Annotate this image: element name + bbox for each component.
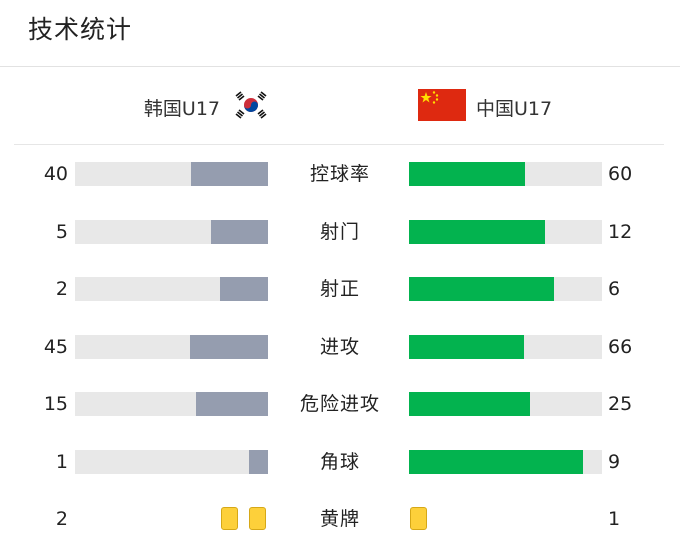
away-team: 中国U17 bbox=[418, 82, 552, 132]
away-stat-value: 12 bbox=[608, 221, 633, 243]
away-stat-bar bbox=[409, 162, 602, 186]
home-team-name: 韩国U17 bbox=[143, 97, 220, 120]
away-stat-value: 25 bbox=[608, 393, 633, 415]
away-stat-bar-fill bbox=[409, 392, 530, 416]
home-stat-bar bbox=[75, 277, 268, 301]
home-stat-value: 2 bbox=[55, 278, 68, 300]
home-stat-bar bbox=[75, 162, 268, 186]
stat-label: 射正 bbox=[319, 278, 360, 300]
away-stat-bar bbox=[409, 392, 602, 416]
away-stat-bar bbox=[409, 277, 602, 301]
home-stat-bar-fill bbox=[191, 162, 268, 186]
away-stat-value: 9 bbox=[608, 451, 621, 473]
home-stat-value: 1 bbox=[55, 451, 68, 473]
home-team: 韩国U17 bbox=[144, 82, 270, 132]
stat-row: 2 射正 6 bbox=[0, 274, 680, 304]
away-stat-bar bbox=[409, 335, 602, 359]
stat-label: 角球 bbox=[319, 451, 360, 473]
yellow-card-icon bbox=[221, 507, 238, 530]
yellow-cards-row: 2 黄牌 1 bbox=[0, 504, 680, 534]
home-stat-value: 15 bbox=[43, 393, 68, 415]
away-yellow-cards-value: 1 bbox=[608, 508, 621, 530]
home-stat-bar-fill bbox=[196, 392, 268, 416]
home-yellow-cards-value: 2 bbox=[55, 508, 68, 530]
away-stat-bar-fill bbox=[409, 450, 583, 474]
away-stat-bar-fill bbox=[409, 277, 554, 301]
away-stat-bar bbox=[409, 450, 602, 474]
home-stat-value: 5 bbox=[55, 221, 68, 243]
away-stat-bar-fill bbox=[409, 220, 545, 244]
stat-row: 15 危险进攻 25 bbox=[0, 389, 680, 419]
away-stat-bar bbox=[409, 220, 602, 244]
stat-label: 控球率 bbox=[309, 163, 370, 185]
stat-row: 5 射门 12 bbox=[0, 217, 680, 247]
home-stat-bar-fill bbox=[190, 335, 268, 359]
page-title: 技术统计 bbox=[28, 15, 133, 44]
stat-row: 1 角球 9 bbox=[0, 447, 680, 477]
stat-label: 危险进攻 bbox=[299, 393, 380, 415]
home-stat-bar bbox=[75, 450, 268, 474]
south-korea-flag-icon bbox=[232, 90, 270, 124]
away-stat-bar-fill bbox=[409, 335, 524, 359]
away-team-name: 中国U17 bbox=[476, 97, 553, 120]
header-divider bbox=[0, 66, 680, 67]
away-stat-value: 60 bbox=[608, 163, 633, 185]
stat-label: 进攻 bbox=[319, 336, 360, 358]
yellow-card-icon bbox=[410, 507, 427, 530]
teams-divider bbox=[14, 144, 664, 145]
home-stat-value: 45 bbox=[43, 336, 68, 358]
home-stat-bar-fill bbox=[249, 450, 268, 474]
home-stat-bar-fill bbox=[211, 220, 268, 244]
stat-label: 射门 bbox=[319, 221, 360, 243]
home-stat-bar bbox=[75, 335, 268, 359]
stat-row: 45 进攻 66 bbox=[0, 332, 680, 362]
stat-row: 40 控球率 60 bbox=[0, 159, 680, 189]
china-flag-icon bbox=[418, 89, 466, 125]
home-stat-value: 40 bbox=[43, 163, 68, 185]
away-stat-bar-fill bbox=[409, 162, 525, 186]
yellow-cards-label: 黄牌 bbox=[319, 508, 360, 530]
yellow-card-icon bbox=[249, 507, 266, 530]
home-stat-bar bbox=[75, 220, 268, 244]
home-stat-bar bbox=[75, 392, 268, 416]
home-stat-bar-fill bbox=[220, 277, 268, 301]
teams-row: 韩国U17 bbox=[0, 82, 680, 132]
away-stat-value: 6 bbox=[608, 278, 621, 300]
away-stat-value: 66 bbox=[608, 336, 633, 358]
